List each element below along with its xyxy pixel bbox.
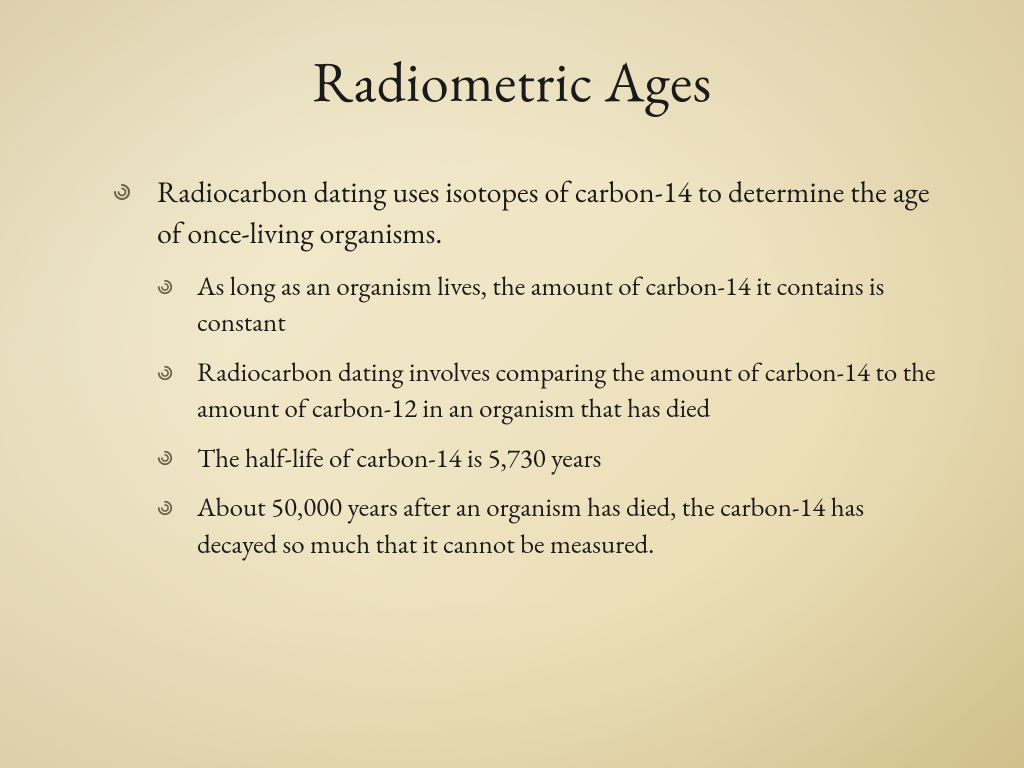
bullet-level2: The half-life of carbon-14 is 5,730 year… [157,441,944,477]
bullet-level2: As long as an organism lives, the amount… [157,269,944,342]
swirl-bullet-icon [157,279,173,295]
sub-bullet-list: As long as an organism lives, the amount… [157,269,944,563]
swirl-bullet-icon [157,365,173,381]
bullet-level1: Radiocarbon dating uses isotopes of carb… [113,172,944,253]
slide-title: Radiometric Ages [0,0,1024,118]
bullet-text: As long as an organism lives, the amount… [197,269,884,340]
swirl-bullet-icon [157,500,173,516]
swirl-bullet-icon [113,183,131,201]
bullet-level2: About 50,000 years after an organism has… [157,490,944,563]
swirl-bullet-icon [157,450,173,466]
bullet-text: Radiocarbon dating uses isotopes of carb… [157,172,930,252]
slide-body: Radiocarbon dating uses isotopes of carb… [113,172,944,576]
bullet-text: Radiocarbon dating involves comparing th… [197,355,936,426]
bullet-level2: Radiocarbon dating involves comparing th… [157,355,944,428]
slide: Radiometric Ages Radiocarbon dating uses… [0,0,1024,768]
bullet-text: The half-life of carbon-14 is 5,730 year… [197,441,601,476]
bullet-text: About 50,000 years after an organism has… [197,490,864,561]
